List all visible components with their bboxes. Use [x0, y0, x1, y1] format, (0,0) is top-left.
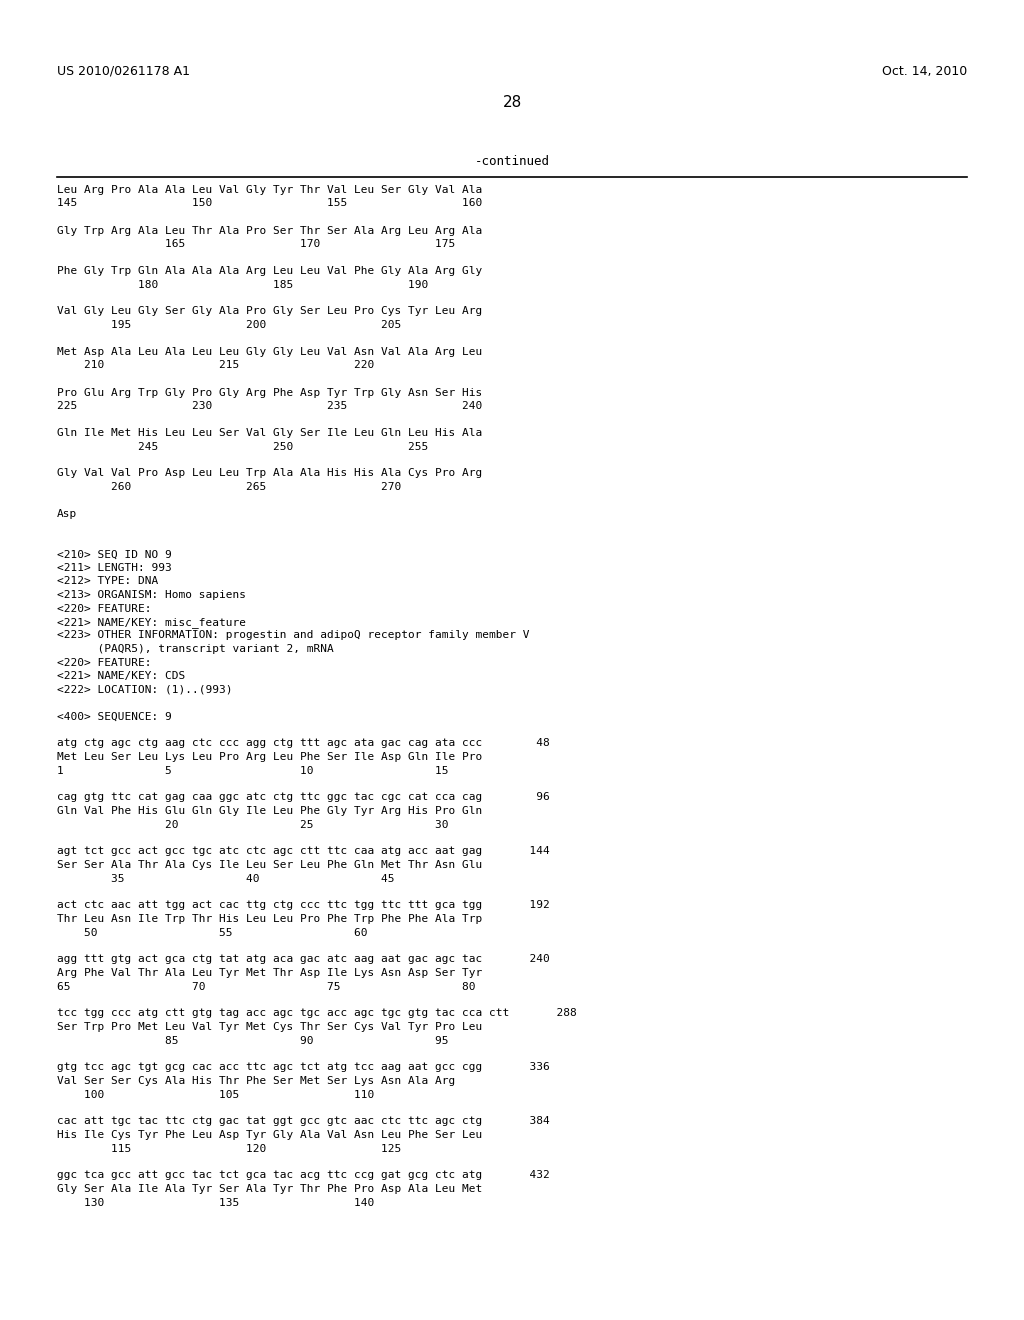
Text: (PAQR5), transcript variant 2, mRNA: (PAQR5), transcript variant 2, mRNA — [57, 644, 334, 653]
Text: Val Ser Ser Cys Ala His Thr Phe Ser Met Ser Lys Asn Ala Arg: Val Ser Ser Cys Ala His Thr Phe Ser Met … — [57, 1076, 456, 1086]
Text: <212> TYPE: DNA: <212> TYPE: DNA — [57, 577, 159, 586]
Text: 195                 200                 205: 195 200 205 — [57, 319, 401, 330]
Text: Ser Trp Pro Met Leu Val Tyr Met Cys Thr Ser Cys Val Tyr Pro Leu: Ser Trp Pro Met Leu Val Tyr Met Cys Thr … — [57, 1022, 482, 1032]
Text: Asp: Asp — [57, 510, 77, 519]
Text: <210> SEQ ID NO 9: <210> SEQ ID NO 9 — [57, 549, 172, 560]
Text: act ctc aac att tgg act cac ttg ctg ccc ttc tgg ttc ttt gca tgg       192: act ctc aac att tgg act cac ttg ctg ccc … — [57, 900, 550, 911]
Text: 20                  25                  30: 20 25 30 — [57, 820, 449, 829]
Text: Phe Gly Trp Gln Ala Ala Ala Arg Leu Leu Val Phe Gly Ala Arg Gly: Phe Gly Trp Gln Ala Ala Ala Arg Leu Leu … — [57, 267, 482, 276]
Text: <213> ORGANISM: Homo sapiens: <213> ORGANISM: Homo sapiens — [57, 590, 246, 601]
Text: 35                  40                  45: 35 40 45 — [57, 874, 394, 883]
Text: gtg tcc agc tgt gcg cac acc ttc agc tct atg tcc aag aat gcc cgg       336: gtg tcc agc tgt gcg cac acc ttc agc tct … — [57, 1063, 550, 1072]
Text: <221> NAME/KEY: CDS: <221> NAME/KEY: CDS — [57, 671, 185, 681]
Text: ggc tca gcc att gcc tac tct gca tac acg ttc ccg gat gcg ctc atg       432: ggc tca gcc att gcc tac tct gca tac acg … — [57, 1171, 550, 1180]
Text: agt tct gcc act gcc tgc atc ctc agc ctt ttc caa atg acc aat gag       144: agt tct gcc act gcc tgc atc ctc agc ctt … — [57, 846, 550, 857]
Text: Arg Phe Val Thr Ala Leu Tyr Met Thr Asp Ile Lys Asn Asp Ser Tyr: Arg Phe Val Thr Ala Leu Tyr Met Thr Asp … — [57, 968, 482, 978]
Text: Gly Val Val Pro Asp Leu Leu Trp Ala Ala His His Ala Cys Pro Arg: Gly Val Val Pro Asp Leu Leu Trp Ala Ala … — [57, 469, 482, 479]
Text: Ser Ser Ala Thr Ala Cys Ile Leu Ser Leu Phe Gln Met Thr Asn Glu: Ser Ser Ala Thr Ala Cys Ile Leu Ser Leu … — [57, 861, 482, 870]
Text: 85                  90                  95: 85 90 95 — [57, 1035, 449, 1045]
Text: <222> LOCATION: (1)..(993): <222> LOCATION: (1)..(993) — [57, 685, 232, 694]
Text: agg ttt gtg act gca ctg tat atg aca gac atc aag aat gac agc tac       240: agg ttt gtg act gca ctg tat atg aca gac … — [57, 954, 550, 965]
Text: <221> NAME/KEY: misc_feature: <221> NAME/KEY: misc_feature — [57, 616, 246, 628]
Text: 165                 170                 175: 165 170 175 — [57, 239, 456, 249]
Text: 1               5                   10                  15: 1 5 10 15 — [57, 766, 449, 776]
Text: Gly Ser Ala Ile Ala Tyr Ser Ala Tyr Thr Phe Pro Asp Ala Leu Met: Gly Ser Ala Ile Ala Tyr Ser Ala Tyr Thr … — [57, 1184, 482, 1195]
Text: 50                  55                  60: 50 55 60 — [57, 928, 368, 937]
Text: Gly Trp Arg Ala Leu Thr Ala Pro Ser Thr Ser Ala Arg Leu Arg Ala: Gly Trp Arg Ala Leu Thr Ala Pro Ser Thr … — [57, 226, 482, 235]
Text: atg ctg agc ctg aag ctc ccc agg ctg ttt agc ata gac cag ata ccc        48: atg ctg agc ctg aag ctc ccc agg ctg ttt … — [57, 738, 550, 748]
Text: 260                 265                 270: 260 265 270 — [57, 482, 401, 492]
Text: cac att tgc tac ttc ctg gac tat ggt gcc gtc aac ctc ttc agc ctg       384: cac att tgc tac ttc ctg gac tat ggt gcc … — [57, 1117, 550, 1126]
Text: <220> FEATURE:: <220> FEATURE: — [57, 603, 152, 614]
Text: 245                 250                 255: 245 250 255 — [57, 441, 428, 451]
Text: Oct. 14, 2010: Oct. 14, 2010 — [882, 65, 967, 78]
Text: <400> SEQUENCE: 9: <400> SEQUENCE: 9 — [57, 711, 172, 722]
Text: 145                 150                 155                 160: 145 150 155 160 — [57, 198, 482, 209]
Text: Gln Val Phe His Glu Gln Gly Ile Leu Phe Gly Tyr Arg His Pro Gln: Gln Val Phe His Glu Gln Gly Ile Leu Phe … — [57, 807, 482, 816]
Text: 100                 105                 110: 100 105 110 — [57, 1089, 374, 1100]
Text: 130                 135                 140: 130 135 140 — [57, 1197, 374, 1208]
Text: His Ile Cys Tyr Phe Leu Asp Tyr Gly Ala Val Asn Leu Phe Ser Leu: His Ile Cys Tyr Phe Leu Asp Tyr Gly Ala … — [57, 1130, 482, 1140]
Text: Thr Leu Asn Ile Trp Thr His Leu Leu Pro Phe Trp Phe Phe Ala Trp: Thr Leu Asn Ile Trp Thr His Leu Leu Pro … — [57, 913, 482, 924]
Text: 180                 185                 190: 180 185 190 — [57, 280, 428, 289]
Text: -continued: -continued — [474, 154, 550, 168]
Text: 210                 215                 220: 210 215 220 — [57, 360, 374, 371]
Text: Met Leu Ser Leu Lys Leu Pro Arg Leu Phe Ser Ile Asp Gln Ile Pro: Met Leu Ser Leu Lys Leu Pro Arg Leu Phe … — [57, 752, 482, 762]
Text: Val Gly Leu Gly Ser Gly Ala Pro Gly Ser Leu Pro Cys Tyr Leu Arg: Val Gly Leu Gly Ser Gly Ala Pro Gly Ser … — [57, 306, 482, 317]
Text: Leu Arg Pro Ala Ala Leu Val Gly Tyr Thr Val Leu Ser Gly Val Ala: Leu Arg Pro Ala Ala Leu Val Gly Tyr Thr … — [57, 185, 482, 195]
Text: 65                  70                  75                  80: 65 70 75 80 — [57, 982, 475, 991]
Text: Pro Glu Arg Trp Gly Pro Gly Arg Phe Asp Tyr Trp Gly Asn Ser His: Pro Glu Arg Trp Gly Pro Gly Arg Phe Asp … — [57, 388, 482, 397]
Text: <220> FEATURE:: <220> FEATURE: — [57, 657, 152, 668]
Text: 225                 230                 235                 240: 225 230 235 240 — [57, 401, 482, 411]
Text: Met Asp Ala Leu Ala Leu Leu Gly Gly Leu Val Asn Val Ala Arg Leu: Met Asp Ala Leu Ala Leu Leu Gly Gly Leu … — [57, 347, 482, 356]
Text: <223> OTHER INFORMATION: progestin and adipoQ receptor family member V: <223> OTHER INFORMATION: progestin and a… — [57, 631, 529, 640]
Text: <211> LENGTH: 993: <211> LENGTH: 993 — [57, 564, 172, 573]
Text: 28: 28 — [503, 95, 521, 110]
Text: cag gtg ttc cat gag caa ggc atc ctg ttc ggc tac cgc cat cca cag        96: cag gtg ttc cat gag caa ggc atc ctg ttc … — [57, 792, 550, 803]
Text: US 2010/0261178 A1: US 2010/0261178 A1 — [57, 65, 190, 78]
Text: tcc tgg ccc atg ctt gtg tag acc agc tgc acc agc tgc gtg tac cca ctt       288: tcc tgg ccc atg ctt gtg tag acc agc tgc … — [57, 1008, 577, 1019]
Text: Gln Ile Met His Leu Leu Ser Val Gly Ser Ile Leu Gln Leu His Ala: Gln Ile Met His Leu Leu Ser Val Gly Ser … — [57, 428, 482, 438]
Text: 115                 120                 125: 115 120 125 — [57, 1143, 401, 1154]
